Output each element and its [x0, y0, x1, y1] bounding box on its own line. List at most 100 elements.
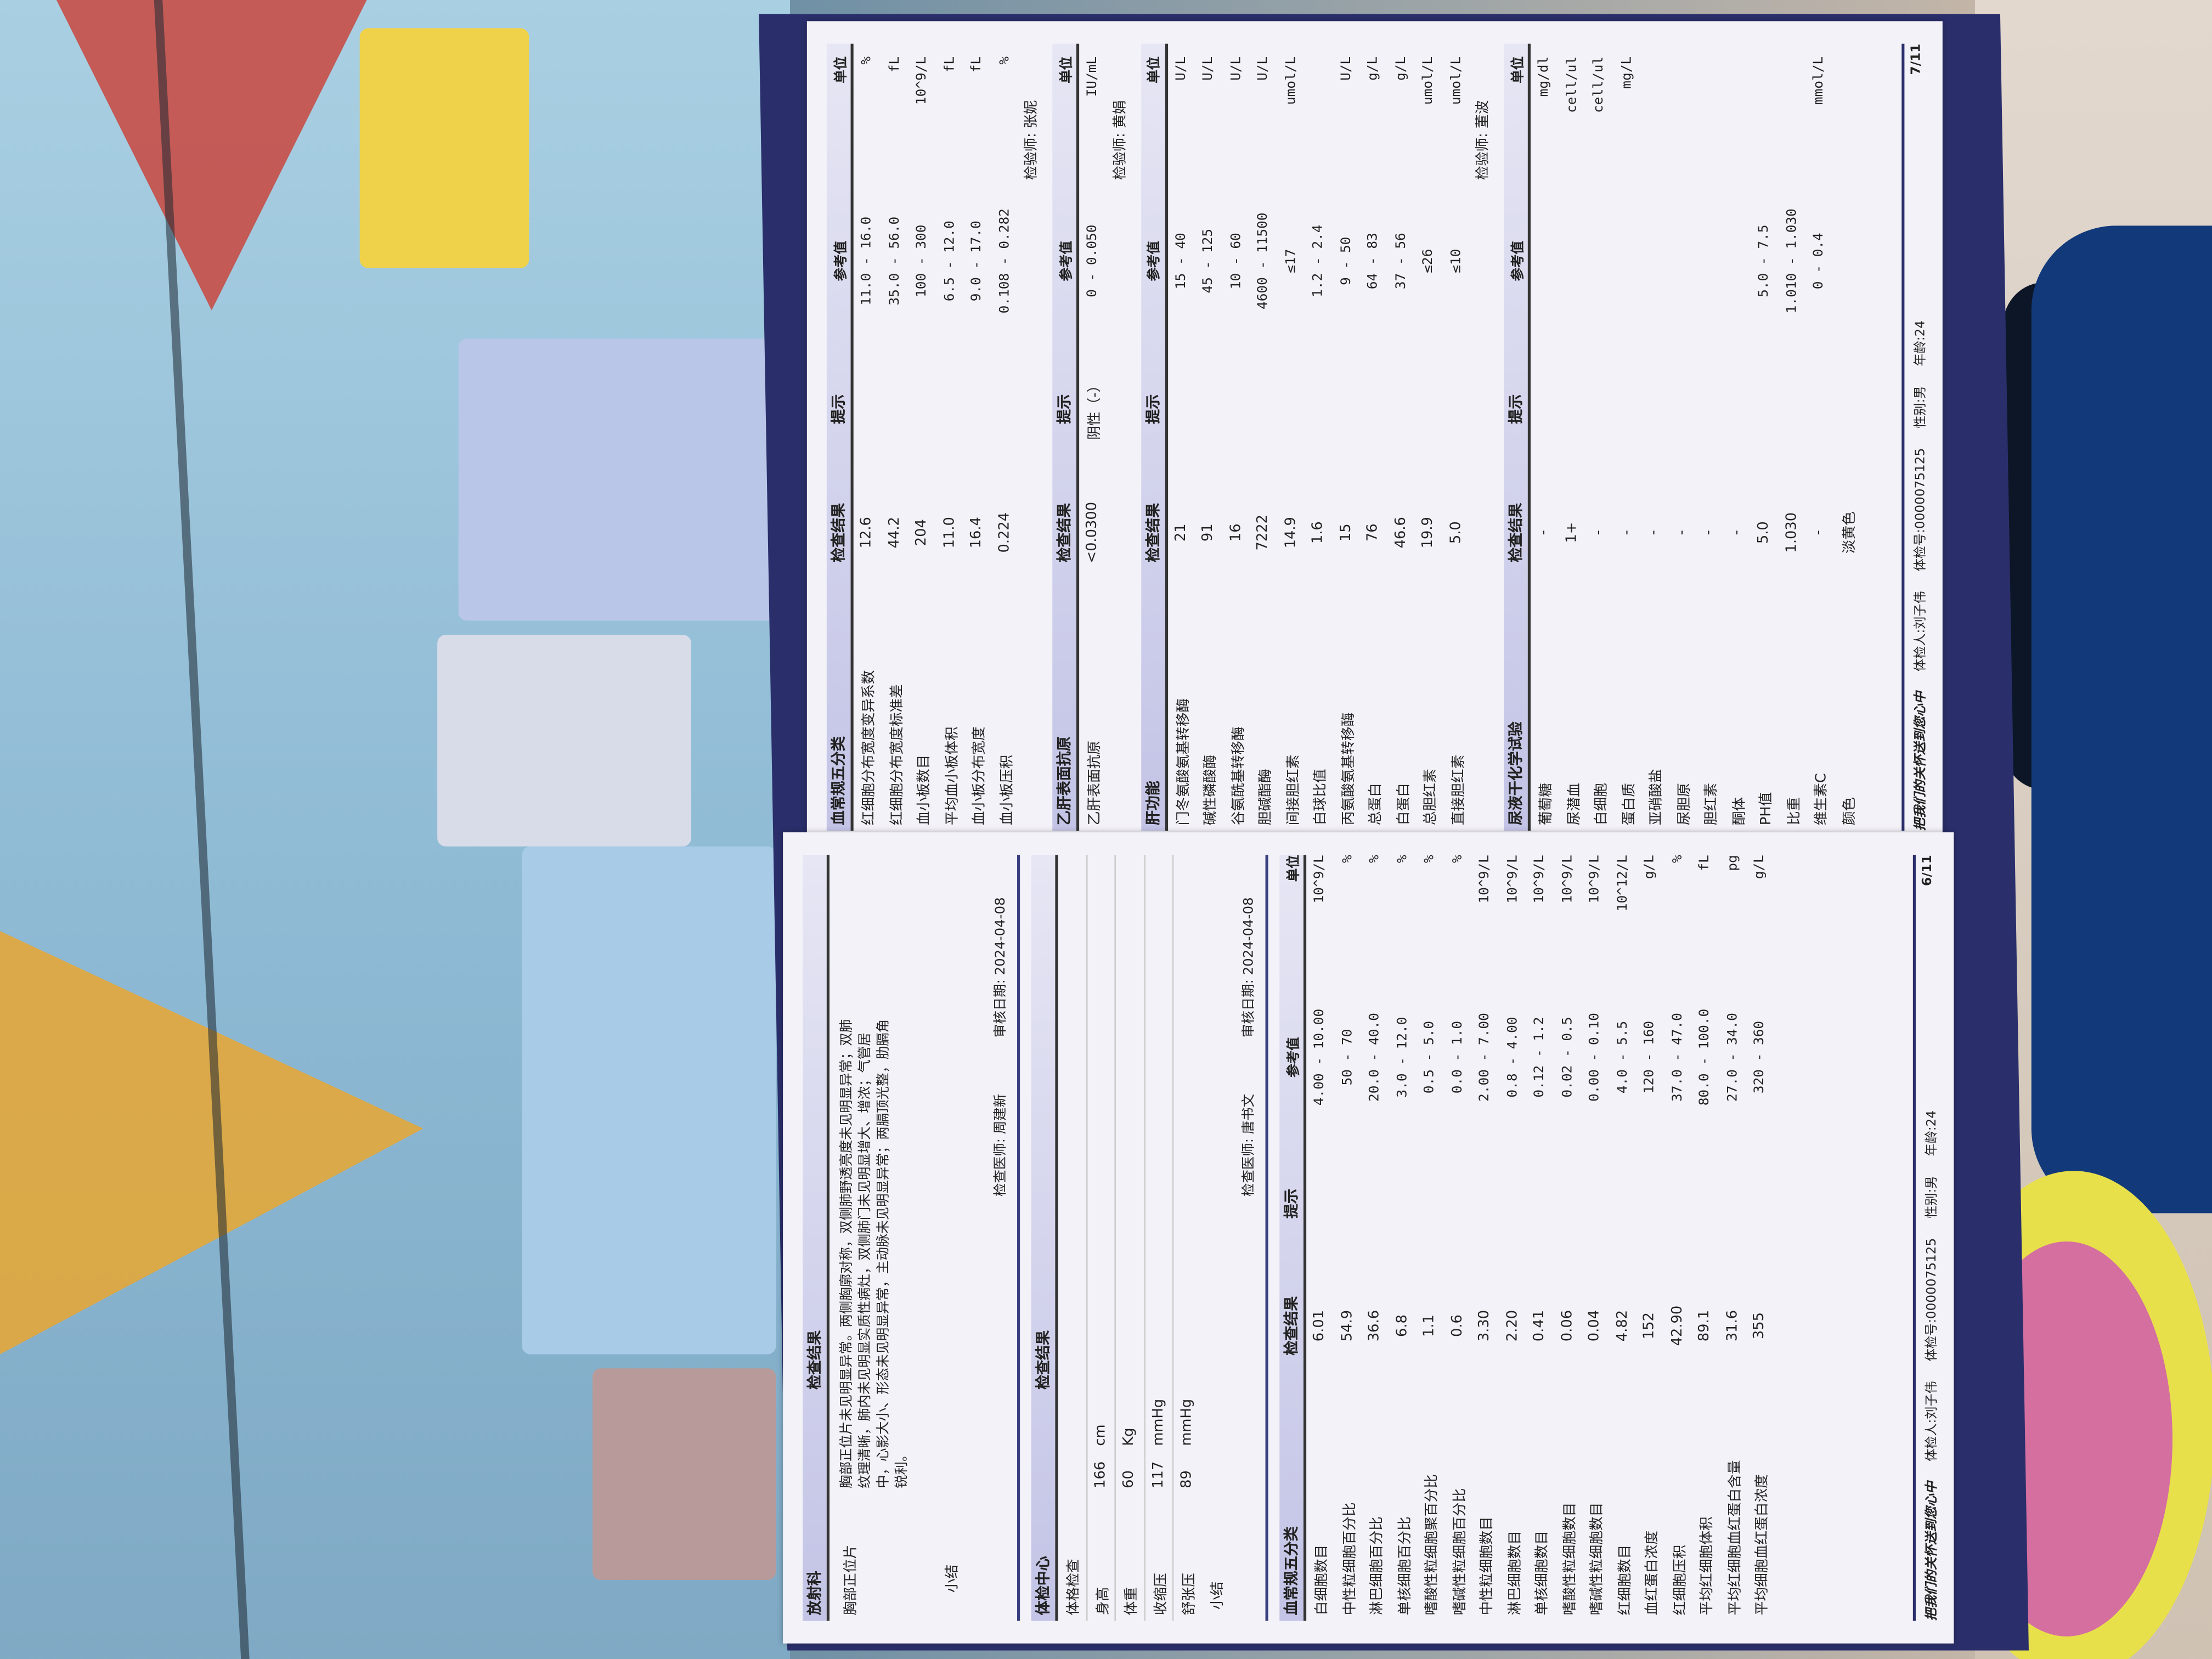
item-name: 蛋白质 [1622, 783, 1638, 826]
table-row: 平均红细胞血红蛋白含量 31.6 27.0 - 34.0 pg [1719, 855, 1746, 1621]
table-header: 乙肝表面抗原 检查结果 提示 参考值 单位 [1052, 43, 1080, 831]
result-value: 1.6 [1311, 521, 1327, 544]
result-value: 12.6 [859, 517, 875, 549]
unit: fL [887, 56, 903, 73]
table-header: 尿液干化学试验 检查结果 提示 参考值 单位 [1504, 43, 1531, 831]
item-name: 血红蛋白浓度 [1645, 1530, 1661, 1616]
table-row: 谷氨酰基转移酶 16 10 - 60 U/L [1222, 44, 1250, 831]
unit: % [1422, 855, 1438, 864]
result-value: 3.30 [1477, 1310, 1493, 1342]
result-table: 尿液干化学试验 检查结果 提示 参考值 单位 葡萄糖 - mg/dl 尿潜血 1+ cell/ul 白… [1504, 43, 1861, 831]
column-header: 提示 [831, 394, 848, 424]
table-row: 单核细胞数目 0.41 0.12 - 1.2 10^9/L [1526, 855, 1554, 1621]
result-table: 乙肝表面抗原 检查结果 提示 参考值 单位 乙肝表面抗原 <0.0300 阴性（-） 0 - 0… [1052, 43, 1129, 831]
table-row: 中性粒细胞百分比 54.9 50 - 70% [1334, 855, 1361, 1621]
table-row: 平均血小板体积 11.0 6.5 - 12.0 fL [936, 44, 963, 831]
column-header: 检查结果 [806, 1330, 824, 1390]
footer-person: 体检人:刘子伟 [1925, 1381, 1940, 1462]
table-row: 淋巴细胞数目 2.20 0.8 - 4.00 10^9/L [1499, 855, 1526, 1621]
unit: Kg [1121, 1427, 1138, 1446]
item-name: 淋巴细胞数目 [1508, 1530, 1523, 1616]
column-header: 提示 [1144, 394, 1162, 424]
table-row: 淋巴细胞百分比 36.6 20.0 - 40.0% [1361, 855, 1389, 1621]
result-value: 91 [1200, 523, 1217, 542]
table-row: 亚硝酸盐 - [1641, 44, 1668, 831]
result-value: 7222 [1256, 514, 1272, 551]
unit: fL [942, 56, 958, 73]
column-header: 单位 [1147, 56, 1163, 83]
result-value: 60 [1121, 1470, 1138, 1488]
item-name: 门冬氨酸氨基转移酶 [1176, 698, 1192, 826]
table-row: 总蛋白 76 64 - 83 g/L [1360, 44, 1387, 831]
item-name: 尿潜血 [1567, 783, 1583, 826]
column-header: 参考值 [833, 241, 849, 281]
unit: U/L [1228, 56, 1244, 81]
reference-range: 6.5 - 12.0 [942, 221, 958, 302]
unit: cm [1093, 1424, 1109, 1446]
inspector: 检验师: 张妮 [1024, 100, 1040, 180]
result-value: 0.224 [997, 512, 1013, 553]
unit: mmHg [1150, 1398, 1166, 1446]
unit: g/L [1642, 855, 1658, 879]
table-row: 颜色 淡黄色 [1833, 44, 1861, 831]
result-value: - [1646, 530, 1662, 535]
item-name: 嗜酸性粒细胞聚百分比 [1425, 1474, 1441, 1616]
unit: 10^9/L [1477, 855, 1493, 904]
unit: U/L [1338, 56, 1354, 81]
reference-range: 1.2 - 2.4 [1311, 224, 1327, 297]
item-name: 淋巴细胞百分比 [1370, 1516, 1386, 1616]
item-name: 中性粒细胞百分比 [1342, 1502, 1358, 1616]
result-value: 19.9 [1421, 517, 1437, 549]
reference-range: 0.02 - 0.5 [1560, 1017, 1576, 1098]
item-name: 维生素C [1814, 773, 1830, 826]
result-value: - [1729, 530, 1745, 535]
result-value: 5.0 [1757, 521, 1773, 544]
unit: umol/L [1283, 56, 1299, 105]
result-value: 0.6 [1449, 1314, 1466, 1338]
table-row: 酮体 - [1723, 44, 1751, 831]
table-row: 比重 1.030 1.010 - 1.030 [1778, 44, 1805, 831]
radiology-finding: 胸部正位片未见明显异常。两侧胸廓对称，双侧肺野透亮度未见明显异常；双肺纹理清晰，… [839, 1019, 910, 1488]
unit: 10^12/L [1615, 855, 1630, 912]
inspector: 检验师: 董波 [1475, 100, 1491, 180]
unit: % [859, 56, 875, 65]
unit: 10^9/L [1312, 855, 1328, 904]
item-name: 白细胞数目 [1315, 1544, 1331, 1616]
result-table: 血常规五分类 检查结果 提示 参考值 单位 白细胞数目 6.01 4.00 - 10.00 10… [1279, 855, 1774, 1621]
unit: % [1367, 855, 1383, 864]
item-name: 平均红细胞血红蛋白含量 [1728, 1460, 1743, 1616]
item-name: 中性粒细胞数目 [1480, 1516, 1496, 1616]
section-title: 肝功能 [1144, 781, 1162, 826]
table-row: 尿胆原 - [1668, 44, 1696, 831]
item-name: 酮体 [1732, 797, 1748, 826]
column-header: 参考值 [1285, 1037, 1302, 1077]
result-value: 0.41 [1532, 1310, 1548, 1342]
inspector: 检验师: 黄娟 [1112, 100, 1128, 180]
unit: pg [1725, 855, 1741, 871]
table-row: 白细胞数目 6.01 4.00 - 10.00 10^9/L [1306, 855, 1334, 1621]
result-value: 1.1 [1422, 1314, 1438, 1338]
toy-box [359, 28, 529, 268]
table-row: 收缩压 117 mmHg [1143, 855, 1172, 1621]
item-name: 葡萄糖 [1539, 783, 1555, 826]
unit: mg/dl [1536, 56, 1553, 97]
unit: 10^9/L [1587, 855, 1603, 904]
table-row: 单核细胞百分比 6.8 3.0 - 12.0% [1389, 855, 1417, 1621]
footer-slogan: 把我们的关怀送到您心中 [1925, 1481, 1940, 1621]
result-value: 46.6 [1393, 517, 1409, 549]
table-row: 平均细胞血红蛋白浓度 355 320 - 360 g/L [1746, 855, 1774, 1621]
reference-range: ≤26 [1421, 249, 1437, 273]
column-header: 提示 [1508, 394, 1525, 424]
result-value: - [1701, 530, 1718, 535]
item-name: 白细胞 [1594, 783, 1610, 826]
result-value: 16.4 [969, 517, 985, 549]
table-row: 血小板数目 204 100 - 300 10^9/L [909, 44, 936, 831]
unit: U/L [1200, 56, 1217, 81]
table-row: 血小板分布宽度 16.4 9.0 - 17.0 fL [963, 44, 991, 831]
unit: % [1340, 855, 1356, 864]
item-name: 单核细胞百分比 [1397, 1516, 1413, 1616]
table-row: 红细胞压积 42.90 37.0 - 47.0% [1664, 855, 1691, 1621]
item-name: 体重 [1125, 1587, 1141, 1616]
red-paper-decoration [56, 0, 367, 311]
reference-range: 0.108 - 0.282 [997, 208, 1013, 314]
